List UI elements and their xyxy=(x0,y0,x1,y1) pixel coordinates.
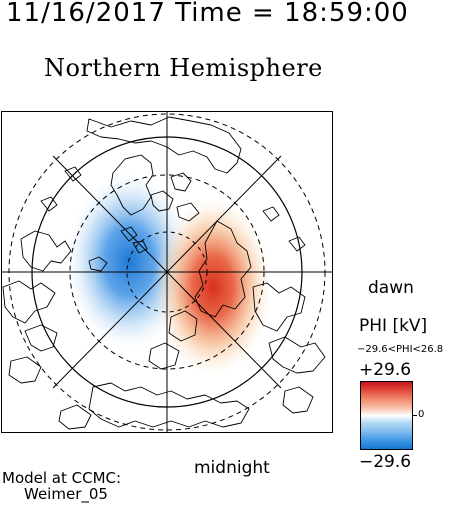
model-credit: Model at CCMC: Weimer_05 xyxy=(2,470,121,502)
colorbar-max-label: +29.6 xyxy=(359,360,412,380)
colorbar-range-text: −29.6<PHI<26.8 xyxy=(357,344,444,355)
model-credit-line1: Model at CCMC: xyxy=(2,469,122,487)
meridian-ne xyxy=(166,155,282,273)
positive-potential-cell xyxy=(155,199,271,375)
meridian-sw xyxy=(52,271,168,389)
model-credit-line2: Weimer_05 xyxy=(24,485,108,503)
colorbar xyxy=(360,381,413,450)
midnight-label: midnight xyxy=(194,458,270,478)
colorbar-zero-label: 0 xyxy=(418,409,425,420)
coastlines xyxy=(2,116,326,430)
dawn-label: dawn xyxy=(368,278,414,298)
colorbar-quantity-label: PHI [kV] xyxy=(359,316,428,336)
polar-potential-map xyxy=(1,111,333,433)
colorbar-min-label: −29.6 xyxy=(359,452,412,472)
plot-title: Northern Hemisphere xyxy=(44,54,323,82)
date-time-header: 11/16/2017 Time = 18:59:00 xyxy=(6,0,409,28)
colorbar-zero-tick xyxy=(413,415,417,416)
meridian-se xyxy=(166,271,282,389)
meridian-nw xyxy=(52,155,168,273)
